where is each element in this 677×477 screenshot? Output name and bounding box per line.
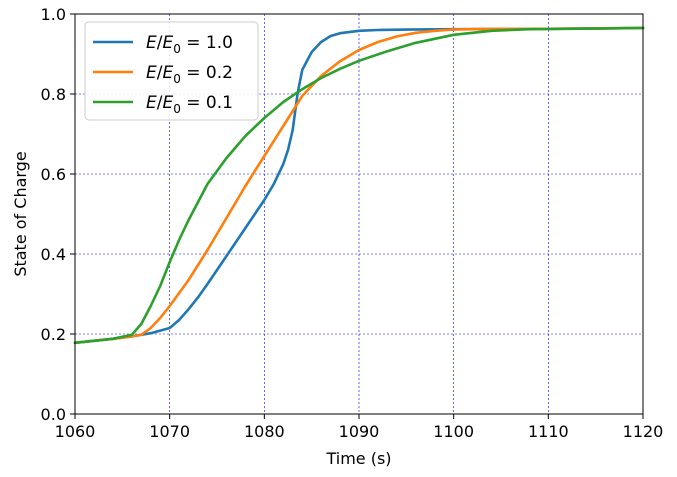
x-tick-label: 1100 xyxy=(433,422,474,441)
x-tick-label: 1110 xyxy=(528,422,569,441)
y-axis-ticks: 0.0 0.2 0.4 0.6 0.8 1.0 xyxy=(41,5,75,424)
y-tick-label: 0.6 xyxy=(41,165,66,184)
series-line-2 xyxy=(73,26,645,345)
x-tick-label: 1120 xyxy=(623,422,664,441)
x-tick-label: 1060 xyxy=(55,422,96,441)
grid xyxy=(75,14,643,414)
y-tick-label: 1.0 xyxy=(41,5,66,24)
series-lines xyxy=(73,26,645,345)
series-line-3 xyxy=(73,26,645,345)
x-tick-label: 1090 xyxy=(339,422,380,441)
legend-entry: E/E0 = 0.1 xyxy=(146,93,233,116)
y-tick-label: 0.2 xyxy=(41,325,66,344)
x-tick-label: 1080 xyxy=(244,422,285,441)
legend-box xyxy=(84,21,259,121)
legend: E/E0 = 1.0 E/E0 = 0.2 E/E0 = 0.1 xyxy=(84,21,259,121)
legend-entry: E/E0 = 0.2 xyxy=(146,63,233,86)
x-axis-label: Time (s) xyxy=(325,449,391,468)
y-axis-label: State of Charge xyxy=(11,151,30,276)
y-tick-label: 0.4 xyxy=(41,245,66,264)
y-tick-label: 0.8 xyxy=(41,85,66,104)
x-tick-label: 1070 xyxy=(149,422,190,441)
x-axis-ticks: 1060 1070 1080 1090 1100 1110 1120 xyxy=(55,414,664,441)
series-line-1 xyxy=(73,26,645,345)
legend-entry: E/E0 = 1.0 xyxy=(146,33,233,56)
y-tick-label: 0.0 xyxy=(41,405,66,424)
